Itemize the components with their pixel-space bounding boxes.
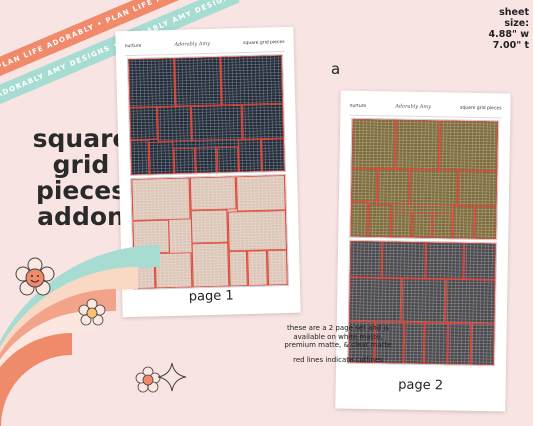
- cutline-piece: [129, 107, 158, 141]
- sheet-header: nurture Adorably Amy square grid pieces: [349, 96, 502, 119]
- info-cutlines: red lines indicate cutlines: [293, 355, 383, 364]
- sticker-sheet-1: nurture Adorably Amy square grid pieces: [124, 32, 291, 291]
- cutline-piece: [381, 241, 427, 279]
- title-line-1: square grid: [32, 124, 130, 179]
- cutline-piece: [191, 242, 230, 288]
- cutline-piece: [411, 211, 433, 239]
- info-availability: these are a 2 page set and is available …: [284, 324, 392, 349]
- cutline-piece: [173, 147, 196, 174]
- cutline-piece: [350, 201, 369, 237]
- variant-letter: a: [331, 60, 341, 78]
- page-1-card: nurture Adorably Amy square grid pieces …: [115, 26, 301, 318]
- cutline-piece: [190, 104, 243, 141]
- cutline-piece: [395, 119, 440, 170]
- cutline-piece: [348, 277, 403, 323]
- cutline-piece: [350, 168, 378, 202]
- page-2-label: page 2: [398, 377, 444, 394]
- sheet-size-height: 7.00" t: [492, 40, 529, 51]
- cutline-piece: [447, 323, 472, 365]
- cutline-piece: [216, 146, 239, 173]
- cutline-piece: [424, 322, 448, 365]
- cutline-piece: [130, 139, 150, 175]
- sheet-size-label: sheet size:: [499, 7, 529, 29]
- cutline-piece: [457, 170, 498, 207]
- cutline-piece: [351, 118, 397, 170]
- sheet-size: sheet size: 4.88" w 7.00" t: [473, 7, 529, 51]
- cutline-piece: [439, 120, 499, 171]
- cutline-piece: [220, 55, 284, 106]
- cutline-piece: [391, 211, 412, 238]
- cutline-piece: [470, 323, 495, 366]
- cutline-piece: [228, 250, 248, 287]
- cutline-piece: [349, 240, 383, 278]
- cutline-piece: [452, 205, 475, 239]
- cutline-piece: [367, 204, 392, 238]
- cutline-piece: [261, 138, 285, 172]
- sheet-size-width: 4.88" w: [488, 29, 529, 40]
- header-left-text: nurture: [349, 103, 367, 109]
- cutline-piece: [401, 278, 446, 323]
- header-logo: Adorably Amy: [174, 40, 211, 48]
- cutline-piece: [195, 147, 218, 174]
- grid-block-top: [126, 53, 287, 177]
- cutline-piece: [238, 139, 262, 173]
- cutline-piece: [154, 252, 193, 289]
- cutline-piece: [157, 106, 192, 142]
- cutline-piece: [174, 56, 222, 107]
- header-right-text: square grid pieces: [459, 105, 502, 111]
- grid-block-top: [349, 117, 500, 241]
- grid-block-bottom: [130, 173, 290, 291]
- grid-pieces-olive: [350, 118, 499, 240]
- flower-icon: [135, 366, 161, 393]
- sparkle-icon: [157, 362, 187, 392]
- smiley-flower-icon: [15, 257, 55, 296]
- cutline-piece: [267, 249, 288, 286]
- cutline-piece: [227, 210, 287, 252]
- grid-pieces-charcoal: [348, 240, 497, 366]
- cutline-piece: [409, 169, 458, 206]
- grid-pieces-dark-navy: [128, 55, 285, 176]
- header-left-text: nurture: [124, 43, 142, 49]
- cutline-piece: [425, 242, 464, 280]
- title-line-3: addon: [37, 202, 125, 231]
- header-right-text: square grid pieces: [243, 39, 285, 46]
- cutline-piece: [348, 321, 375, 364]
- cutline-piece: [148, 141, 175, 175]
- cutline-piece: [445, 279, 496, 324]
- cutline-piece: [189, 176, 237, 211]
- sticker-sheet-2: nurture Adorably Amy square grid pieces: [345, 96, 502, 367]
- cutline-piece: [235, 175, 286, 212]
- header-logo: Adorably Amy: [395, 103, 431, 111]
- grid-block-bottom: [347, 239, 498, 367]
- cutline-piece: [241, 103, 285, 140]
- product-title: square grid pieces addon: [22, 126, 140, 230]
- cutline-piece: [463, 242, 497, 280]
- product-info: these are a 2 page set and is available …: [282, 324, 394, 370]
- cutline-piece: [131, 177, 191, 221]
- cutline-piece: [190, 209, 229, 244]
- cutline-piece: [247, 250, 268, 286]
- flower-icon: [78, 298, 106, 326]
- cutline-piece: [377, 168, 410, 205]
- page-2-card: nurture Adorably Amy square grid pieces …: [335, 90, 511, 412]
- cutline-piece: [403, 322, 425, 364]
- grid-pieces-light-beige: [131, 174, 288, 289]
- title-line-2: pieces: [35, 176, 127, 205]
- sheet-header: nurture Adorably Amy square grid pieces: [124, 32, 285, 57]
- cutline-piece: [374, 321, 405, 364]
- cutline-piece: [432, 212, 453, 239]
- cutline-piece: [128, 57, 176, 108]
- rainbow-illustration: [0, 245, 187, 426]
- cutline-piece: [474, 205, 497, 240]
